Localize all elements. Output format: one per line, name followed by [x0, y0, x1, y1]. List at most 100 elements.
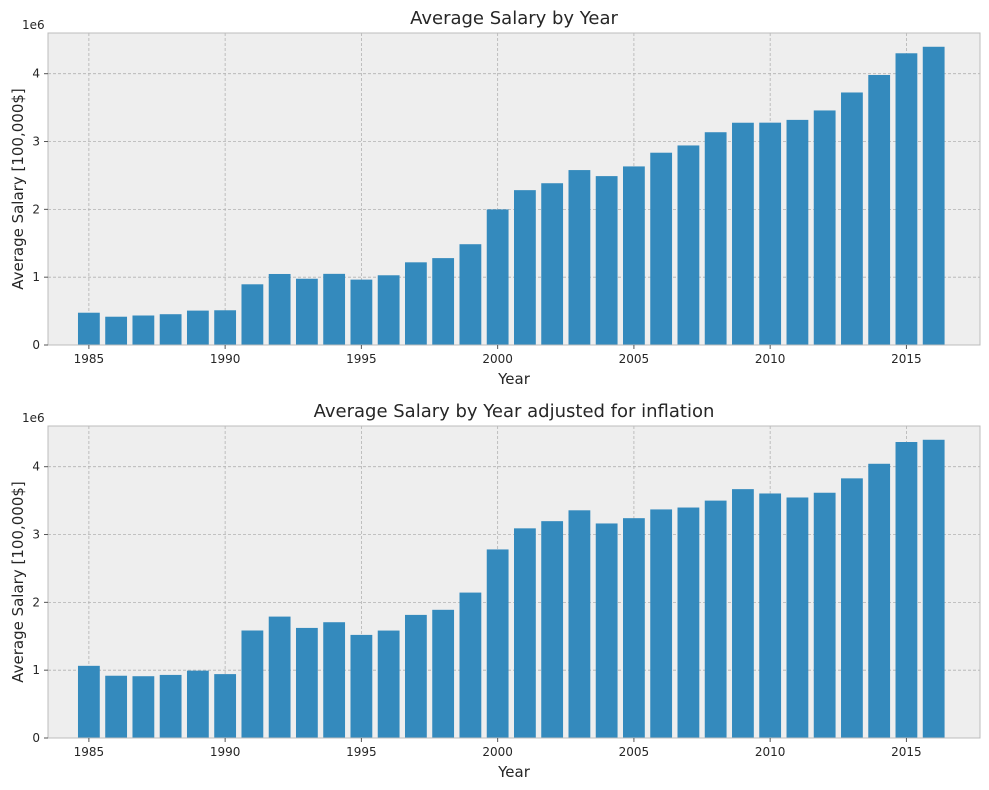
- bar-2000: [486, 549, 509, 738]
- bar-1991: [241, 630, 264, 738]
- bar-1995: [350, 279, 373, 345]
- bar-2008: [704, 500, 727, 738]
- y-offset-label: 1e6: [22, 18, 45, 32]
- y-tick-label: 1: [32, 270, 40, 284]
- bar-2013: [841, 92, 863, 345]
- bar-2002: [541, 183, 564, 345]
- bar-2015: [895, 53, 918, 345]
- y-axis-label: Average Salary [100,000$]: [9, 481, 27, 683]
- bar-2006: [650, 152, 673, 345]
- bar-2005: [623, 518, 645, 738]
- bar-1993: [295, 278, 318, 345]
- y-tick-label: 3: [32, 135, 40, 149]
- x-tick-label: 1990: [210, 745, 241, 759]
- bar-2006: [650, 509, 673, 738]
- x-axis-label: Year: [497, 763, 531, 781]
- x-tick-label: 1995: [346, 352, 377, 366]
- bar-1995: [350, 634, 373, 738]
- x-tick-label: 2005: [619, 745, 650, 759]
- y-tick-label: 2: [32, 202, 40, 216]
- x-tick-label: 2000: [482, 352, 513, 366]
- bar-1997: [404, 262, 427, 345]
- x-tick-label: 2010: [755, 745, 786, 759]
- bar-2007: [677, 145, 700, 345]
- x-tick-label: 2010: [755, 352, 786, 366]
- bar-2000: [486, 209, 509, 345]
- bar-1992: [268, 616, 291, 738]
- bar-2011: [786, 497, 809, 738]
- bar-1997: [404, 614, 427, 738]
- y-tick-label: 2: [32, 595, 40, 609]
- bar-1990: [214, 674, 237, 738]
- y-tick-label: 3: [32, 528, 40, 542]
- x-tick-label: 2015: [891, 352, 922, 366]
- bar-1998: [432, 258, 455, 345]
- bar-2005: [623, 166, 645, 345]
- y-tick-label: 0: [32, 338, 40, 352]
- x-tick-label: 2005: [619, 352, 650, 366]
- plot-frame: [47, 32, 981, 346]
- bar-2014: [868, 74, 891, 345]
- bar-2002: [541, 521, 564, 738]
- bar-2004: [595, 523, 618, 738]
- bar-1989: [186, 670, 209, 738]
- bar-2009: [732, 489, 754, 738]
- bar-2009: [732, 122, 754, 345]
- bar-2003: [568, 510, 591, 738]
- bar-1999: [459, 244, 482, 345]
- bar-1996: [377, 275, 400, 345]
- bar-2016: [922, 46, 945, 345]
- bar-1998: [432, 609, 455, 738]
- y-axis-label: Average Salary [100,000$]: [9, 88, 27, 290]
- x-tick-label: 2000: [482, 745, 513, 759]
- x-axis-label: Year: [497, 370, 531, 388]
- bar-1986: [105, 316, 128, 345]
- x-tick-label: 2015: [891, 745, 922, 759]
- bar-2015: [895, 442, 918, 738]
- bar-1985: [77, 665, 100, 738]
- y-tick-label: 4: [32, 67, 40, 81]
- x-tick-label: 1985: [74, 745, 105, 759]
- chart-title: Average Salary by Year: [410, 8, 618, 29]
- y-offset-label: 1e6: [22, 411, 45, 425]
- bar-1985: [77, 312, 100, 345]
- bar-1988: [159, 674, 182, 738]
- bar-1990: [214, 310, 237, 345]
- x-tick-label: 1990: [210, 352, 241, 366]
- bar-2014: [868, 463, 891, 738]
- bar-1994: [323, 273, 346, 345]
- bar-2004: [595, 176, 618, 345]
- chart-panel-2: 1985 1990 1995 2000 2005 2010 2015 0 1 2 3 4 1e6 Aver…: [9, 401, 981, 781]
- y-tick-label: 0: [32, 731, 40, 745]
- bar-2007: [677, 507, 700, 738]
- bar-1991: [241, 284, 264, 345]
- bar-1994: [323, 622, 346, 738]
- bar-2003: [568, 170, 591, 345]
- plot-frame: [47, 425, 981, 739]
- bar-1986: [105, 675, 128, 738]
- bar-1993: [295, 627, 318, 738]
- bar-1988: [159, 314, 182, 345]
- y-tick-label: 4: [32, 460, 40, 474]
- chart-panel-1: 1985 1990 1995 2000 2005 2010 2015 0 1 2 3 4 1e6 Aver…: [9, 8, 981, 388]
- bar-1987: [132, 676, 155, 738]
- bar-2010: [759, 493, 782, 738]
- bar-1996: [377, 630, 400, 738]
- bar-2010: [759, 122, 782, 346]
- bar-1989: [186, 310, 209, 345]
- x-tick-label: 1995: [346, 745, 377, 759]
- bar-2012: [813, 110, 836, 345]
- bar-1999: [459, 592, 482, 738]
- chart-title: Average Salary by Year adjusted for infl…: [314, 401, 715, 422]
- bar-2016: [922, 439, 945, 738]
- bar-1987: [132, 315, 155, 345]
- x-tick-label: 1985: [74, 352, 105, 366]
- bar-1992: [268, 273, 291, 345]
- bar-2011: [786, 119, 809, 345]
- bar-2001: [514, 528, 536, 738]
- bar-2012: [813, 492, 836, 738]
- bar-2008: [704, 132, 727, 345]
- y-tick-label: 1: [32, 663, 40, 677]
